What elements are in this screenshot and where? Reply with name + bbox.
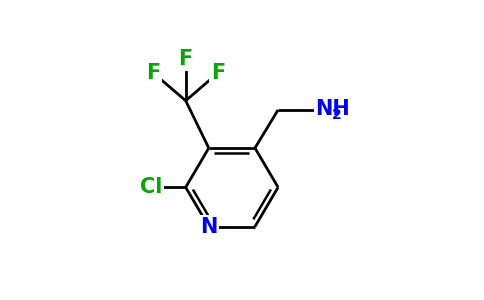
Text: 2: 2 (332, 107, 341, 122)
Text: F: F (179, 49, 193, 69)
Text: F: F (146, 63, 161, 83)
Text: NH: NH (315, 99, 350, 119)
Text: N: N (200, 217, 217, 237)
Text: F: F (211, 63, 225, 83)
Text: Cl: Cl (140, 177, 162, 197)
